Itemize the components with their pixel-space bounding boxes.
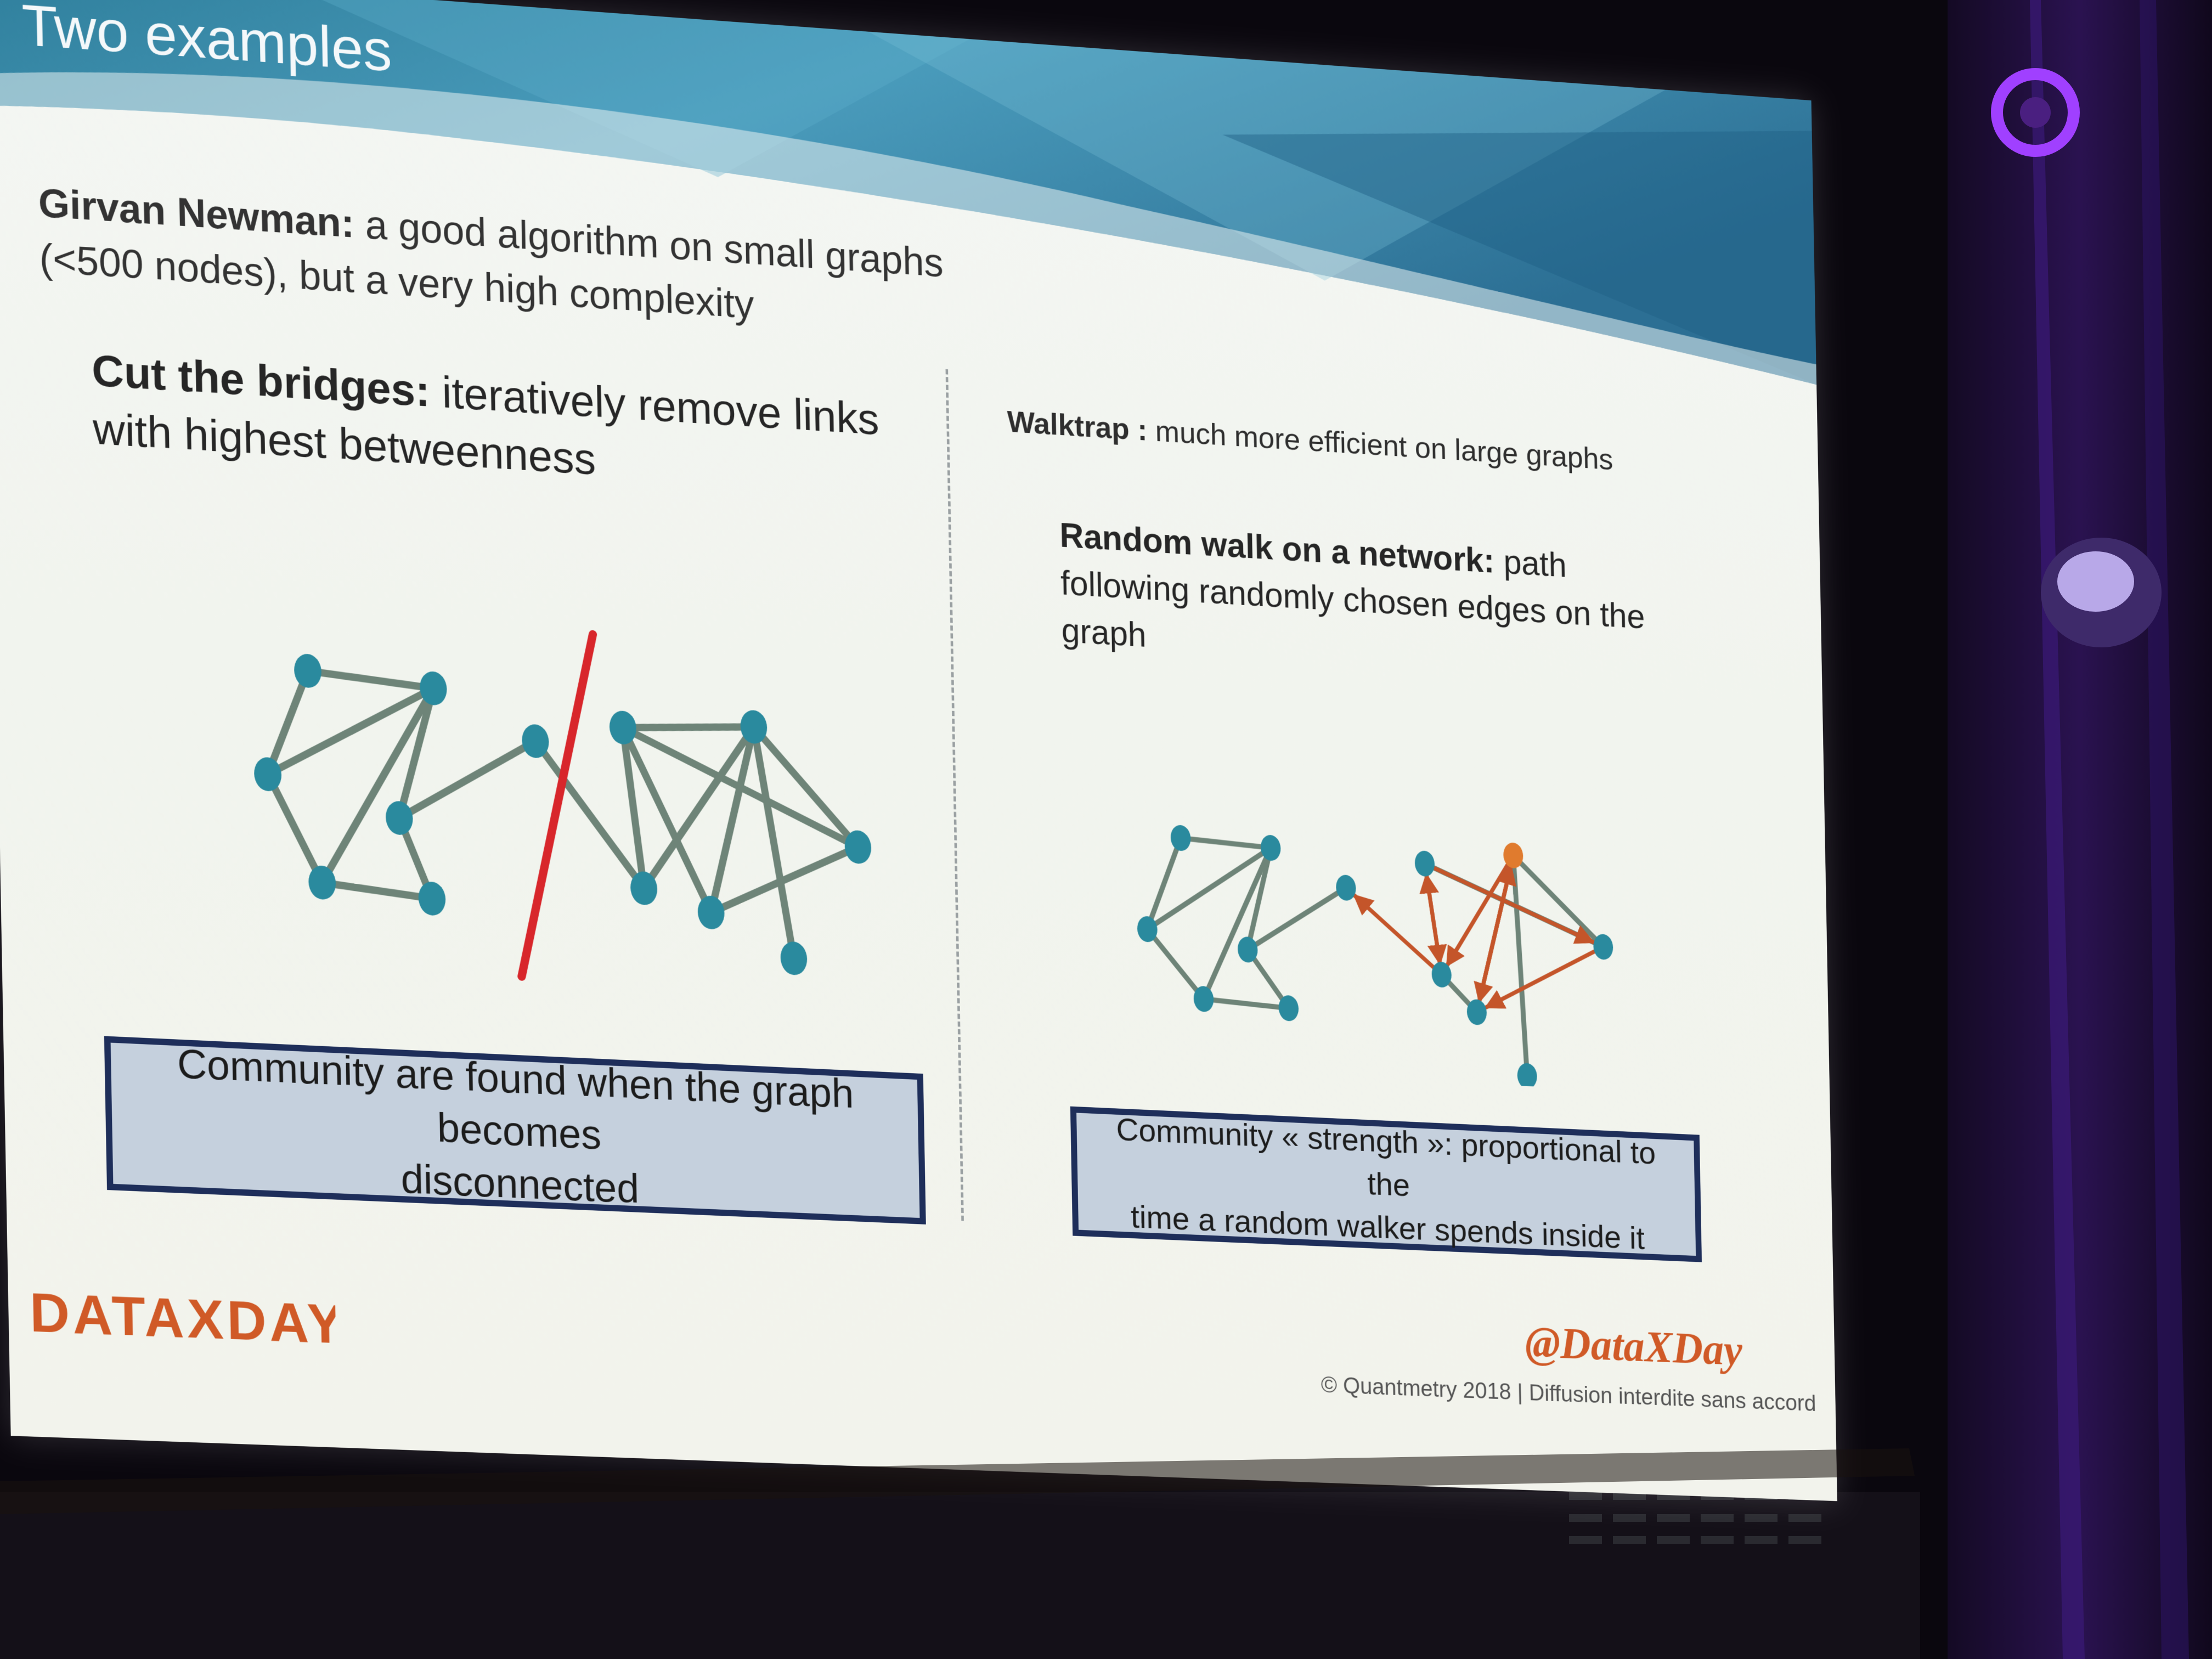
graph-node	[740, 709, 768, 744]
graph-node	[294, 653, 322, 689]
copyright-notice: © Quantmetry 2018 | Diffusion interdite …	[1321, 1372, 1816, 1417]
graph-node	[1260, 834, 1281, 861]
graph-node	[419, 670, 448, 706]
walktrap-desc: much more efficient on large graphs	[1147, 413, 1613, 477]
twitter-handle: @DataXDay	[1525, 1317, 1743, 1375]
stage-light-middle	[2041, 538, 2162, 647]
girvan-newman-conclusion-1: Community are found when the graph becom…	[177, 1040, 854, 1158]
graph-edge	[1147, 929, 1204, 999]
random-walk-text: Random walk on a network: path following…	[1059, 511, 1646, 687]
graph-edge	[268, 774, 322, 882]
random-walk-arrow	[1355, 895, 1433, 967]
graph-node	[780, 941, 808, 976]
walktrap-graph	[1125, 799, 1626, 1091]
graph-node	[1593, 933, 1613, 961]
graph-node	[1414, 850, 1435, 877]
graph-edge	[1513, 855, 1603, 947]
random-walk-arrow	[1426, 875, 1440, 963]
projected-slide: Two examples Girvan Newman: a good algor…	[0, 0, 1837, 1501]
girvan-newman-conclusion-box: Community are found when the graph becom…	[104, 1036, 926, 1224]
walktrap-conclusion-1: Community « strength »: proportional to …	[1115, 1111, 1656, 1204]
graph-node	[609, 710, 637, 746]
graph-node	[418, 881, 446, 916]
graph-node	[630, 871, 658, 906]
girvan-newman-graph	[233, 592, 912, 1006]
graph-node	[1137, 916, 1158, 943]
cut-bridges-term: Cut the bridges:	[91, 345, 431, 416]
graph-node	[1466, 998, 1487, 1026]
graph-node	[1193, 985, 1214, 1013]
girvan-newman-conclusion-2: disconnected	[400, 1155, 640, 1212]
dataxday-logo: DATAXDAY	[29, 1282, 336, 1352]
graph-edge	[1513, 855, 1527, 1076]
graph-node	[308, 865, 336, 900]
walktrap-conclusion-2: time a random walker spends inside it	[1130, 1199, 1645, 1256]
random-walk-desc-3: graph	[1061, 611, 1147, 654]
graph-node	[1517, 1063, 1538, 1090]
graph-node	[253, 757, 282, 792]
stage-light-top	[1991, 68, 2080, 157]
graph-node	[1278, 995, 1299, 1022]
graph-edge	[623, 720, 754, 735]
column-divider	[945, 369, 964, 1221]
graph-node	[1170, 824, 1191, 851]
svg-text:DATAXDAY: DATAXDAY	[29, 1282, 336, 1352]
graph-node	[1237, 936, 1258, 963]
graph-node	[521, 724, 550, 759]
walktrap-term: Walktrap :	[1007, 404, 1148, 448]
graph-edge	[322, 883, 432, 899]
cut-bridges-text: Cut the bridges: iteratively remove link…	[91, 341, 881, 505]
graph-node	[385, 800, 414, 836]
random-walk-desc-1: path	[1494, 541, 1567, 584]
graph-edge	[1181, 838, 1271, 848]
random-walk-arrow	[1485, 946, 1595, 1013]
graph-node	[697, 895, 725, 930]
graph-edge	[1204, 999, 1289, 1008]
graph-node	[1335, 874, 1356, 901]
graph-edge	[308, 671, 433, 689]
walktrap-intro: Walktrap : much more efficient on large …	[1007, 404, 1613, 477]
slide-header-banner	[0, 0, 1817, 385]
graph-node	[844, 830, 872, 865]
walktrap-conclusion-box: Community « strength »: proportional to …	[1070, 1106, 1702, 1262]
